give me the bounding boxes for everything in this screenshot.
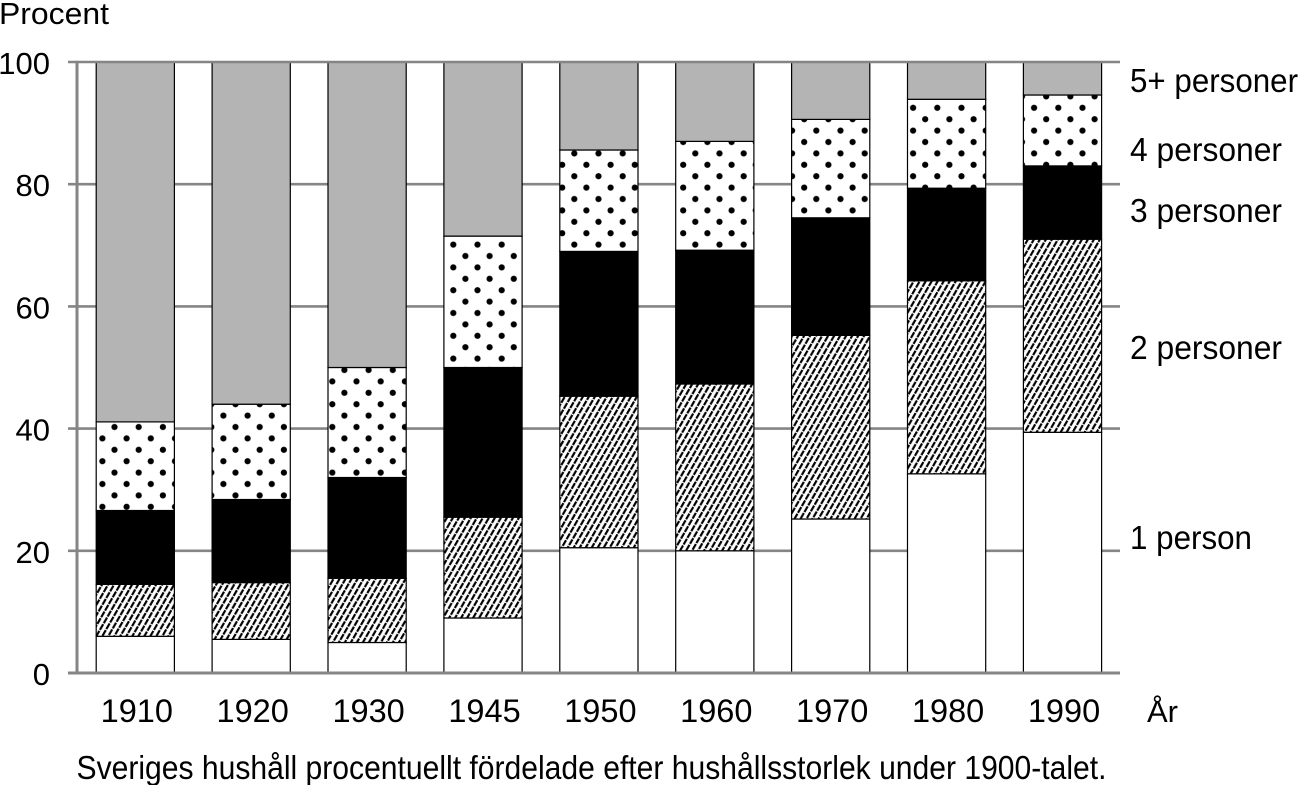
svg-text:5+ personer: 5+ personer <box>1130 62 1298 99</box>
svg-text:1990: 1990 <box>1028 693 1100 729</box>
svg-text:Sveriges hushåll procentuellt: Sveriges hushåll procentuellt fördelade … <box>77 749 1107 785</box>
svg-text:60: 60 <box>16 290 50 325</box>
svg-text:1960: 1960 <box>680 693 752 729</box>
svg-text:40: 40 <box>16 413 50 448</box>
svg-text:1980: 1980 <box>912 693 984 729</box>
svg-text:0: 0 <box>33 657 50 692</box>
svg-text:Procent: Procent <box>0 0 109 31</box>
svg-text:1910: 1910 <box>101 693 173 729</box>
svg-text:1950: 1950 <box>564 693 636 729</box>
svg-text:3 personer: 3 personer <box>1130 192 1282 229</box>
svg-text:80: 80 <box>16 168 50 203</box>
svg-text:1920: 1920 <box>217 693 289 729</box>
svg-text:1945: 1945 <box>448 693 520 729</box>
svg-text:100: 100 <box>0 46 50 81</box>
svg-text:2 personer: 2 personer <box>1130 329 1282 366</box>
svg-text:1 person: 1 person <box>1130 519 1252 556</box>
svg-text:1930: 1930 <box>332 693 404 729</box>
svg-text:År: År <box>1147 694 1178 729</box>
svg-text:4 personer: 4 personer <box>1130 131 1282 168</box>
svg-text:1970: 1970 <box>796 693 868 729</box>
svg-text:20: 20 <box>16 535 50 570</box>
